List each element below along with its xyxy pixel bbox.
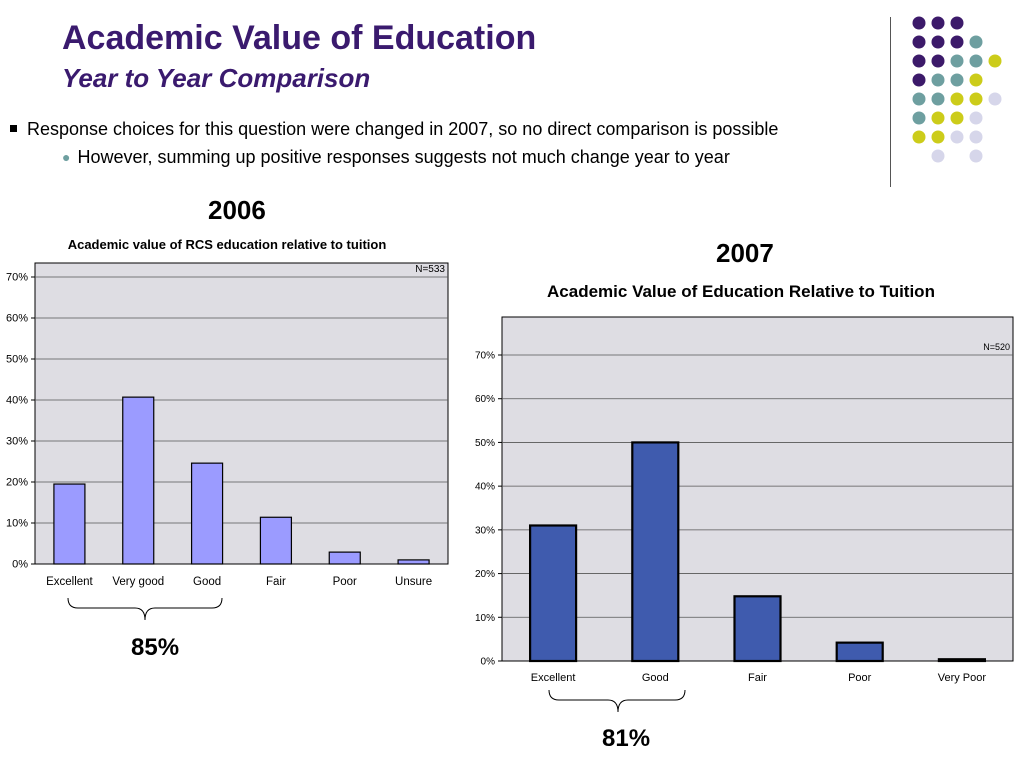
decor-dot [969,73,983,87]
x-tick-label: Excellent [531,672,576,684]
decor-dot [931,130,945,144]
chart-title: Academic Value of Education Relative to … [547,282,935,301]
bar-good [631,441,680,663]
decor-dot [912,92,926,106]
decor-dot [931,16,945,30]
vertical-divider [890,17,891,187]
decor-dot [950,92,964,106]
y-tick-label: 30% [6,436,28,448]
chart-2007: Academic Value of Education Relative to … [475,282,1014,684]
x-tick-label: Very good [112,576,164,588]
decor-dot [931,149,945,163]
bar-good [190,462,224,565]
plot-area [34,262,449,565]
decor-dot [931,35,945,49]
positive-sum-2007: 81% [602,725,651,752]
chart-2006: Academic value of RCS education relative… [6,237,449,588]
decor-dot [950,16,964,30]
bar-excellent [528,524,578,663]
x-tick-label: Poor [333,576,357,588]
y-tick-label: 20% [6,477,28,489]
decor-dot [969,111,983,125]
decor-dot [912,111,926,125]
brace-2006 [67,597,223,621]
bullet-text-1: Response choices for this question were … [27,119,779,139]
year-2007-label: 2007 [716,238,774,268]
y-tick-label: 50% [475,438,495,449]
decor-dot [950,35,964,49]
bullet-item-1: Response choices for this question were … [10,118,778,140]
dot-bullet-icon: ● [62,149,71,165]
bullet-item-2: ● However, summing up positive responses … [62,146,730,168]
x-tick-label: Good [193,576,221,588]
decor-dot [969,92,983,106]
x-tick-label: Good [642,672,669,684]
decor-dot [950,130,964,144]
decor-dot [912,130,926,144]
brace-2007 [548,689,686,713]
decor-dot [912,73,926,87]
decor-dot [950,111,964,125]
y-tick-label: 0% [12,559,28,571]
chart-title: Academic value of RCS education relative… [68,237,387,252]
y-tick-label: 60% [475,394,495,405]
bar-poor [835,641,884,663]
x-tick-label: Very Poor [938,672,987,684]
bar-very-good [122,396,155,565]
positive-sum-2006: 85% [131,634,180,661]
bar-excellent [53,483,86,565]
x-tick-label: Excellent [46,576,93,588]
y-tick-label: 10% [6,518,28,530]
bullet-text-2: However, summing up positive responses s… [77,147,730,167]
y-tick-label: 40% [6,395,28,407]
bar-fair [733,595,782,663]
y-tick-label: 30% [475,525,495,536]
y-tick-label: 0% [481,657,496,668]
decor-dot [988,92,1002,106]
sample-size-annotation: N=520 [983,342,1010,352]
x-tick-label: Poor [848,672,872,684]
decor-dot [969,35,983,49]
decor-dot [969,149,983,163]
slide-subtitle: Year to Year Comparison [62,63,371,93]
decor-dot [969,130,983,144]
y-tick-label: 40% [475,482,495,493]
y-tick-label: 60% [6,313,28,325]
decor-dot [969,54,983,68]
bar-unsure [397,559,430,565]
x-tick-label: Fair [748,672,767,684]
decor-dot [931,92,945,106]
y-tick-label: 10% [475,613,495,624]
decor-dot [912,54,926,68]
decor-dot [988,54,1002,68]
decor-dot [950,54,964,68]
bar-very-poor [937,658,986,663]
decor-dot [931,111,945,125]
bar-poor [328,551,361,565]
y-tick-label: 50% [6,354,28,366]
x-tick-label: Unsure [395,576,432,588]
square-bullet-icon [10,125,17,132]
decor-dot [912,16,926,30]
slide-title: Academic Value of Education [62,19,537,57]
decorative-dot-grid [912,16,1002,163]
y-tick-label: 70% [6,272,28,284]
bar-fair [259,516,293,565]
x-tick-label: Fair [266,576,286,588]
decor-dot [950,73,964,87]
decor-dot [931,73,945,87]
sample-size-annotation: N=533 [415,264,445,275]
y-tick-label: 20% [475,569,495,580]
year-2006-label: 2006 [208,195,266,225]
y-tick-label: 70% [475,351,495,362]
decor-dot [931,54,945,68]
decor-dot [912,35,926,49]
